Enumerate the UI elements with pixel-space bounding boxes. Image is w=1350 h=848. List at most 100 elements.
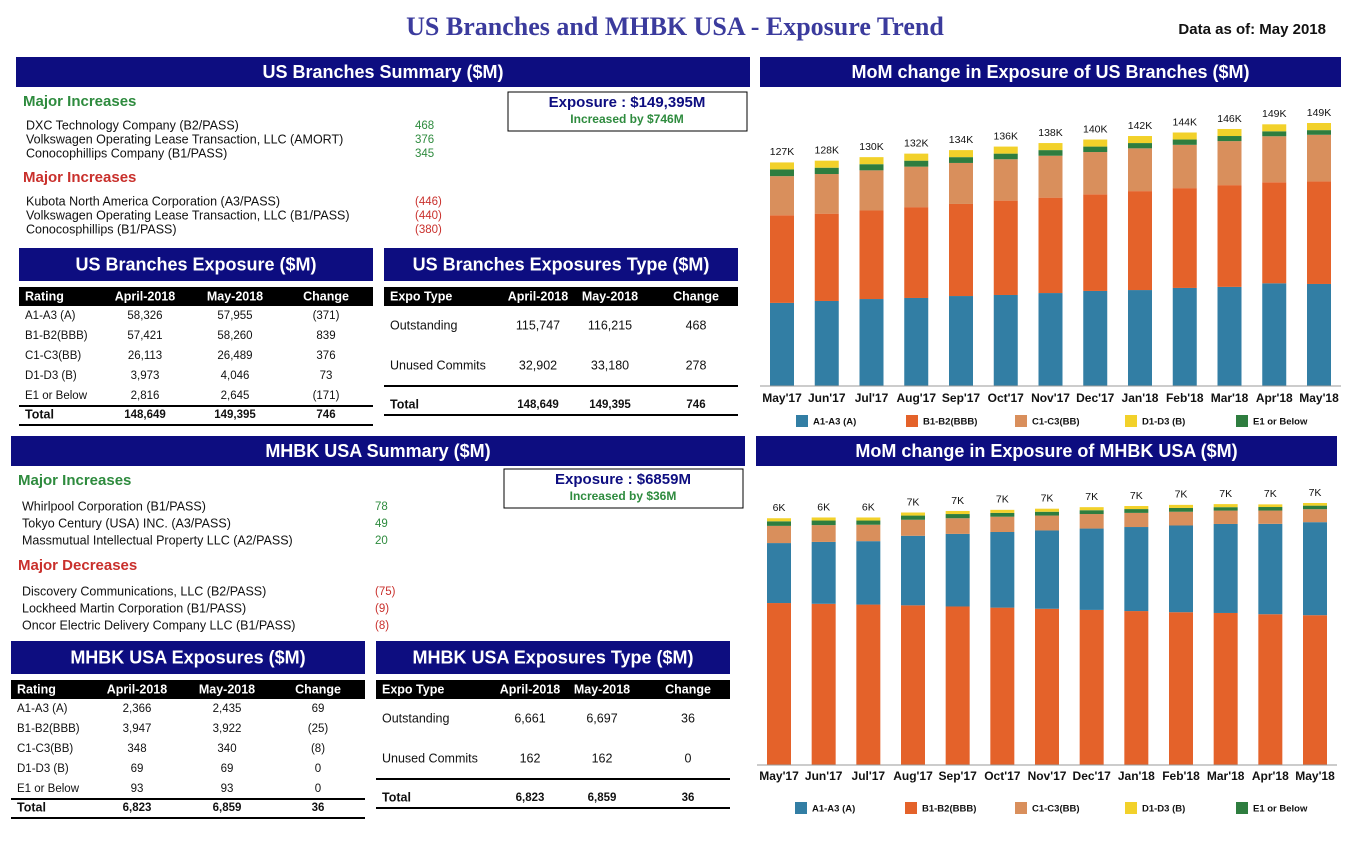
table-header-band [376, 680, 730, 699]
bar-segment [1258, 507, 1283, 511]
legend-swatch [796, 415, 808, 427]
bar-segment [1213, 612, 1238, 765]
x-tick-label: Jun'17 [805, 769, 843, 783]
bar-segment [814, 174, 839, 214]
increase-value: 20 [375, 535, 388, 547]
bar-segment [1169, 507, 1193, 512]
bar-segment [1307, 134, 1331, 182]
table-cell: 93 [131, 783, 144, 795]
bar-segment [859, 299, 884, 386]
bar-segment [993, 294, 1018, 386]
bar-segment [1038, 293, 1063, 386]
bar-segment [767, 603, 791, 765]
bar-segment [1213, 504, 1238, 508]
table-header: April-2018 [115, 289, 175, 303]
decrease-name: Volkswagen Operating Lease Transaction, … [26, 208, 350, 222]
increase-name: Conocophillips Company (B1/PASS) [26, 146, 227, 160]
x-tick-label: Apr'18 [1256, 391, 1293, 405]
bar-segment [814, 300, 839, 386]
bar-segment [1262, 124, 1287, 132]
bar-segment [811, 517, 836, 521]
table-cell: Unused Commits [390, 358, 486, 372]
bar-segment [1262, 283, 1287, 386]
x-tick-label: Mar'18 [1211, 391, 1249, 405]
bar-segment [1217, 136, 1242, 142]
decrease-name: Oncor Electric Delivery Company LLC (B1/… [22, 618, 295, 632]
legend-swatch [795, 802, 807, 814]
bar-segment [1217, 286, 1242, 386]
bar-segment [990, 512, 1015, 517]
table-cell: D1-D3 (B) [25, 370, 77, 382]
bar-segment [1303, 505, 1327, 510]
bar-segment [1038, 155, 1063, 198]
table-cell: 33,180 [591, 358, 629, 372]
bar-segment [767, 518, 791, 522]
table-total: Total [390, 397, 419, 411]
bar-segment [904, 153, 929, 161]
table-cell: Outstanding [390, 318, 457, 332]
bar-segment [856, 524, 881, 542]
legend-swatch [905, 802, 917, 814]
table-cell: B1-B2(BBB) [17, 723, 80, 735]
bar-segment [1303, 522, 1327, 616]
x-tick-label: Feb'18 [1166, 391, 1204, 405]
x-tick-label: Nov'17 [1031, 391, 1070, 405]
bar-segment [1307, 123, 1331, 131]
table-header: Change [673, 289, 719, 303]
legend-label: B1-B2(BBB) [923, 417, 977, 428]
decreases-title: Major Decreases [18, 557, 137, 574]
table-total: 36 [312, 802, 325, 814]
x-tick-label: Jul'17 [852, 769, 886, 783]
bar-segment [1079, 510, 1104, 515]
x-tick-label: Dec'17 [1076, 391, 1115, 405]
x-tick-label: Jul'17 [855, 391, 889, 405]
table-cell: Outstanding [382, 711, 449, 725]
x-tick-label: Oct'17 [988, 391, 1025, 405]
bar-segment [949, 162, 973, 204]
bar-segment [856, 520, 881, 525]
bar-segment [945, 606, 970, 765]
decreases-title: Major Increases [23, 169, 136, 186]
total-label: 6K [773, 502, 786, 514]
legend-label: C1-C3(BB) [1032, 417, 1080, 428]
bar-segment [993, 159, 1018, 201]
table-total: 6,859 [588, 792, 617, 804]
date-label: Data as of: May 2018 [1178, 21, 1326, 38]
bar-segment [904, 160, 929, 167]
increase-value: 49 [375, 518, 388, 530]
total-label: 134K [949, 134, 974, 146]
total-label: 149K [1262, 108, 1287, 120]
legend-label: D1-D3 (B) [1142, 804, 1185, 815]
x-tick-label: Aug'17 [896, 391, 936, 405]
bar-segment [1303, 503, 1327, 506]
bar-segment [1307, 130, 1331, 135]
exposure-title: Exposure : $149,395M [549, 94, 706, 111]
section-band [756, 436, 1337, 466]
table-total: 6,823 [516, 792, 545, 804]
decrease-name: Kubota North America Corporation (A3/PAS… [26, 194, 280, 208]
bar-segment [993, 153, 1018, 160]
table-cell: 6,661 [514, 711, 545, 725]
increase-name: DXC Technology Company (B2/PASS) [26, 118, 239, 132]
table-total: 6,823 [123, 802, 152, 814]
legend-swatch [1015, 415, 1027, 427]
x-tick-label: Jan'18 [1122, 391, 1159, 405]
bar-segment [767, 525, 791, 544]
bar-segment [1083, 194, 1108, 291]
table-cell: 278 [686, 358, 707, 372]
bar-segment [1303, 509, 1327, 523]
x-tick-label: Jun'17 [808, 391, 846, 405]
table-cell: 162 [520, 751, 541, 765]
bar-segment [949, 203, 973, 297]
table-header: Expo Type [382, 682, 444, 696]
table-cell: (8) [311, 743, 325, 755]
bar-segment [1258, 614, 1283, 765]
bar-segment [993, 200, 1018, 295]
bar-segment [945, 533, 970, 607]
bar-segment [1213, 523, 1238, 613]
bar-segment [1262, 182, 1287, 284]
section-band [19, 248, 373, 281]
total-label: 7K [996, 494, 1009, 506]
table-cell: 340 [217, 743, 236, 755]
